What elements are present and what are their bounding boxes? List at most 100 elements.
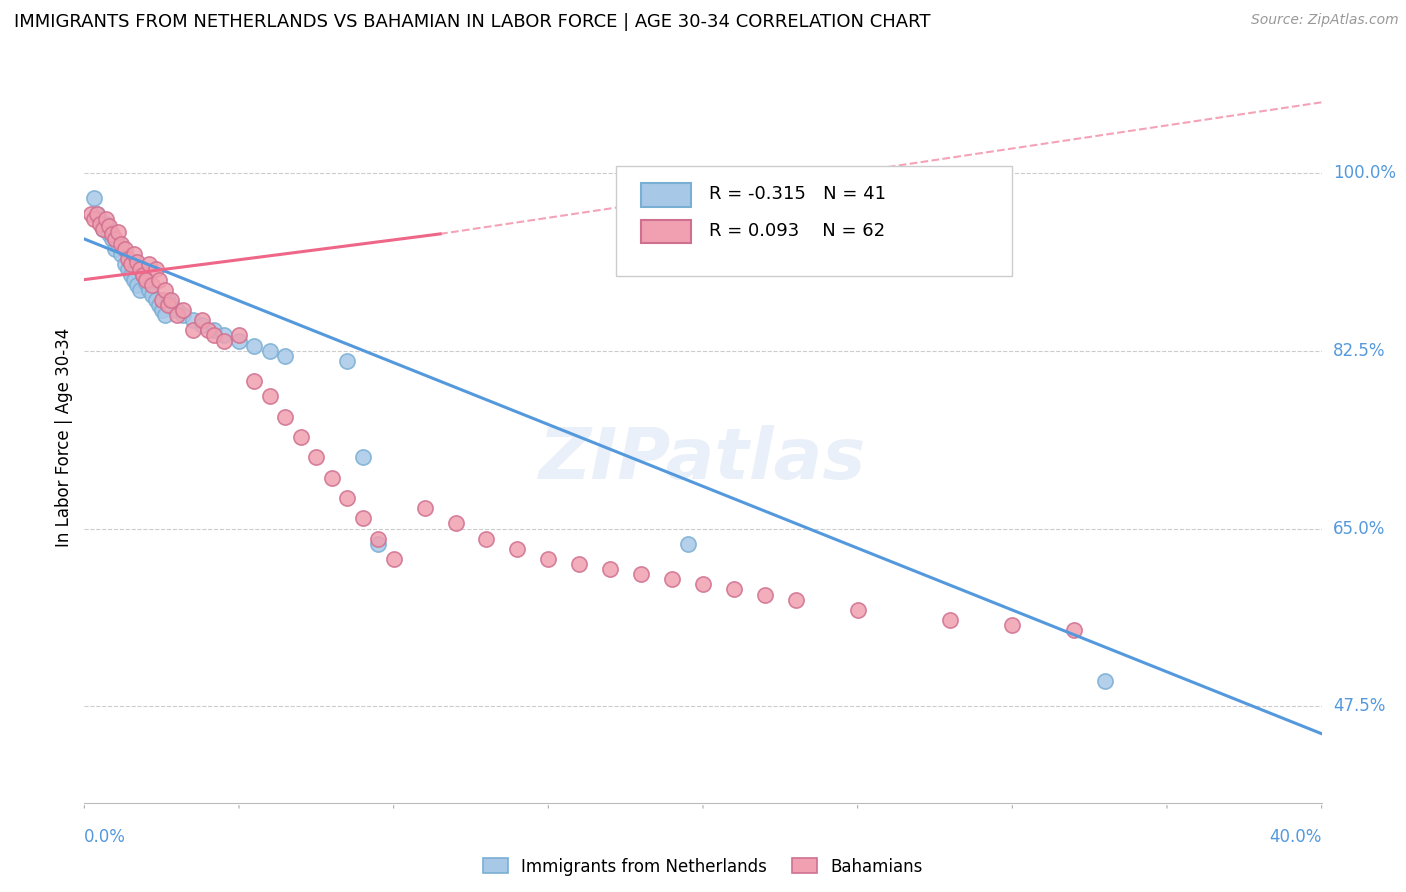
Point [132,268,155,282]
Bar [641,183,690,207]
Point [274,409,297,424]
Point [94,217,117,231]
Legend: Immigrants from Netherlands, Bahamians: Immigrants from Netherlands, Bahamians [477,851,929,882]
Point [86,206,108,220]
Point [89,217,111,231]
Text: ZIPatlas: ZIPatlas [540,425,866,493]
Point [172,308,194,322]
Text: 65.0%: 65.0% [1333,519,1385,538]
Point [197,323,219,337]
Point [145,262,167,277]
Point [191,313,214,327]
Point [166,303,188,318]
Point [135,276,157,290]
Point [148,298,170,312]
Point [120,268,142,282]
Text: R = -0.315   N = 41: R = -0.315 N = 41 [709,186,886,203]
Point [181,323,204,337]
Point [259,389,281,403]
Point [83,191,105,205]
Point [104,242,127,256]
Point [274,349,297,363]
Point [939,613,962,627]
Point [228,334,250,348]
Point [181,313,204,327]
Point [191,318,214,333]
Point [122,247,145,261]
Point [98,227,121,241]
Point [138,283,160,297]
Point [305,450,328,465]
Text: 47.5%: 47.5% [1333,698,1385,715]
Point [138,257,160,271]
Point [114,242,136,256]
Point [160,293,183,307]
Point [153,308,176,322]
Point [150,303,173,318]
Point [150,293,173,307]
Point [122,272,145,286]
Point [156,298,179,312]
Point [352,511,374,525]
Point [101,227,124,241]
Point [367,532,389,546]
Point [145,293,167,307]
Point [117,262,139,277]
Point [506,541,529,556]
Point [228,328,250,343]
Point [107,237,129,252]
Text: IMMIGRANTS FROM NETHERLANDS VS BAHAMIAN IN LABOR FORCE | AGE 30-34 CORRELATION C: IMMIGRANTS FROM NETHERLANDS VS BAHAMIAN … [14,13,931,31]
Point [89,211,111,226]
Point [129,283,152,297]
Point [723,582,745,597]
Point [110,237,132,252]
Point [676,537,699,551]
Point [86,206,108,220]
Point [141,288,163,302]
Point [202,323,225,337]
Point [94,211,117,226]
Point [599,562,621,576]
Point [382,552,405,566]
Text: 40.0%: 40.0% [1270,828,1322,847]
Point [212,334,235,348]
Y-axis label: In Labor Force | Age 30-34: In Labor Force | Age 30-34 [55,327,73,547]
Point [117,252,139,267]
Point [336,491,359,505]
Point [290,430,312,444]
Text: 100.0%: 100.0% [1333,164,1396,182]
Point [1094,673,1116,688]
Point [110,247,132,261]
Point [243,339,266,353]
Point [107,225,129,239]
Point [243,374,266,388]
Point [661,572,683,586]
Point [160,298,183,312]
Point [129,262,152,277]
Text: 82.5%: 82.5% [1333,342,1385,359]
Point [1001,618,1024,632]
Point [79,206,101,220]
Point [692,577,714,591]
Point [166,308,188,322]
Point [104,232,127,246]
Text: Source: ZipAtlas.com: Source: ZipAtlas.com [1251,13,1399,28]
Point [413,501,436,516]
Bar [641,219,690,244]
Text: 0.0%: 0.0% [84,828,127,847]
Point [785,592,807,607]
Point [336,354,359,368]
Point [352,450,374,465]
Point [91,222,114,236]
Point [120,257,142,271]
Point [125,277,148,292]
Point [141,277,163,292]
Point [630,567,652,582]
Text: R = 0.093    N = 62: R = 0.093 N = 62 [709,222,886,240]
Point [153,283,176,297]
FancyBboxPatch shape [616,167,1012,277]
Point [101,232,124,246]
Point [132,268,155,282]
Point [83,211,105,226]
Point [367,537,389,551]
